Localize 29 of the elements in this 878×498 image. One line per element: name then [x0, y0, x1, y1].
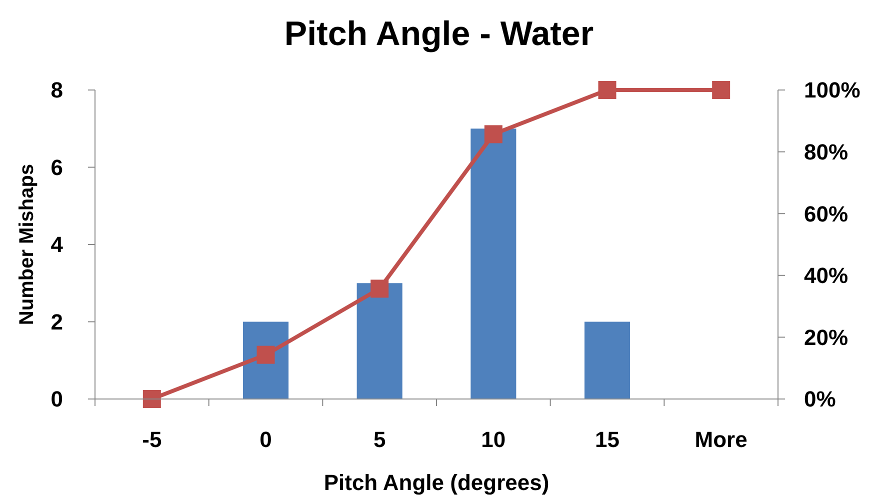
y2-tick-label: 0%: [804, 386, 836, 412]
x-axis-title: Pitch Angle (degrees): [324, 470, 550, 495]
point: [598, 81, 616, 99]
point: [484, 125, 502, 144]
x-tick-label: 5: [373, 427, 386, 452]
chart-title: Pitch Angle - Water: [284, 15, 594, 53]
x-tick-label: More: [694, 427, 748, 452]
y2-tick-label: 100%: [804, 78, 860, 103]
y2-tick-label: 60%: [804, 201, 848, 226]
y2-tick-label: 20%: [804, 324, 848, 350]
y-tick-label: 0: [50, 386, 63, 412]
point: [370, 280, 389, 298]
y-tick-label: 4: [50, 232, 64, 258]
y2-tick-label: 40%: [804, 263, 848, 288]
x-tick-label: 0: [260, 427, 272, 452]
bar: [356, 283, 402, 399]
y-tick-label: 2: [50, 309, 63, 334]
bar: [584, 322, 630, 399]
bar: [470, 128, 516, 399]
x-tick-label: -5: [142, 427, 162, 452]
x-tick-label: 10: [481, 427, 506, 452]
point: [712, 81, 730, 99]
y-tick-label: 6: [50, 154, 63, 180]
y2-tick-label: 80%: [804, 140, 848, 164]
x-tick-label: 15: [595, 427, 620, 452]
y-axis-title: Number Mishaps: [16, 164, 38, 326]
point: [142, 390, 161, 408]
y-tick-label: 8: [50, 78, 63, 103]
point: [256, 346, 275, 364]
